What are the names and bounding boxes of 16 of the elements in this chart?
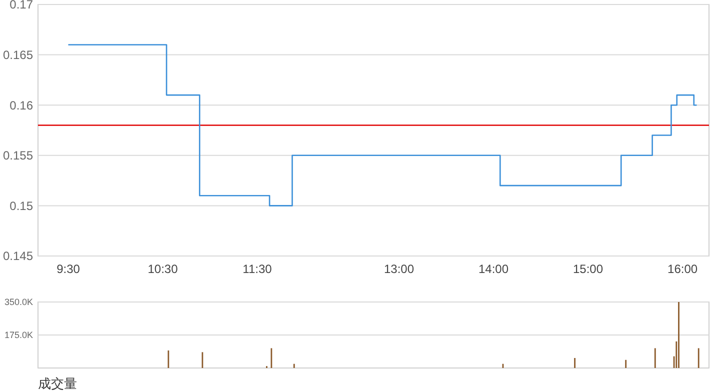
y-tick-label: 175.0K bbox=[4, 330, 33, 340]
y-tick-label: 0.155 bbox=[2, 148, 34, 163]
y-tick-label: 350.0K bbox=[4, 297, 33, 308]
x-tick-label: 10:30 bbox=[148, 262, 178, 276]
y-tick-label: 0.165 bbox=[2, 48, 34, 62]
y-tick-label: 0.15 bbox=[10, 198, 34, 213]
x-tick-label: 15:00 bbox=[573, 262, 604, 276]
x-tick-label: 14:00 bbox=[478, 262, 509, 276]
x-tick-label: 11:30 bbox=[242, 262, 272, 276]
x-tick-label: 13:00 bbox=[384, 262, 414, 276]
y-tick-label: 0.16 bbox=[10, 98, 34, 112]
x-tick-label: 9:30 bbox=[56, 262, 80, 276]
x-tick-label: 16:00 bbox=[668, 262, 698, 276]
x-axis-title: 成交量 bbox=[38, 376, 77, 391]
y-tick-label: 0.145 bbox=[2, 249, 34, 264]
y-tick-label: 0.17 bbox=[10, 0, 34, 12]
